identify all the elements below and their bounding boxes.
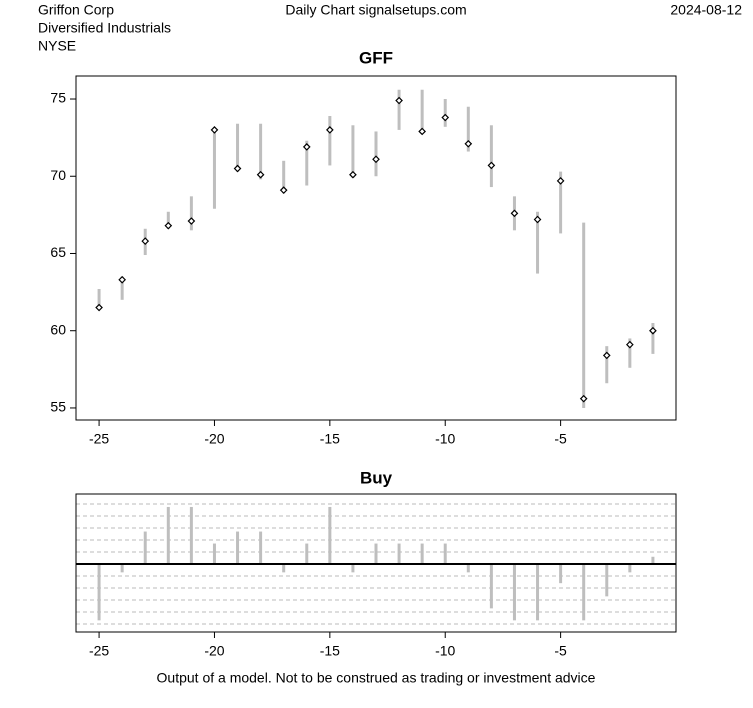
panel-title: GFF xyxy=(359,48,393,67)
y-tick-label: 70 xyxy=(50,167,66,183)
close-marker xyxy=(118,275,127,284)
x-tick-label: -5 xyxy=(554,431,567,447)
company: Griffon Corp xyxy=(38,2,114,18)
x-tick-label: -15 xyxy=(320,643,340,659)
close-marker xyxy=(510,209,519,218)
close-marker xyxy=(464,139,473,148)
close-marker xyxy=(325,126,334,134)
plot-frame xyxy=(75,75,677,421)
close-marker xyxy=(233,164,242,173)
close-marker xyxy=(210,126,219,134)
x-tick-label: -10 xyxy=(435,431,455,447)
close-marker xyxy=(487,161,496,170)
close-marker xyxy=(349,170,357,179)
disclaimer: Output of a model. Not to be construed a… xyxy=(157,670,596,686)
x-tick-label: -25 xyxy=(89,643,109,659)
close-marker xyxy=(441,113,450,122)
x-tick-label: -20 xyxy=(204,643,224,659)
close-marker xyxy=(556,177,565,185)
close-marker xyxy=(395,96,403,105)
y-tick-label: 75 xyxy=(50,90,66,106)
close-marker xyxy=(279,186,288,195)
close-marker xyxy=(625,340,634,349)
y-tick-label: 65 xyxy=(50,244,66,260)
source: Daily Chart signalsetups.com xyxy=(285,2,466,18)
panel-title: Buy xyxy=(360,468,393,487)
y-tick-label: 55 xyxy=(50,399,66,415)
close-marker xyxy=(579,394,588,403)
close-marker xyxy=(649,326,657,335)
close-marker xyxy=(141,237,150,245)
exchange: NYSE xyxy=(38,38,76,54)
close-marker xyxy=(256,170,265,179)
x-tick-label: -20 xyxy=(204,431,224,447)
close-marker xyxy=(95,303,103,312)
x-tick-label: -25 xyxy=(89,431,109,447)
close-marker xyxy=(418,127,427,136)
close-marker xyxy=(602,351,611,360)
x-tick-label: -10 xyxy=(435,643,455,659)
close-marker xyxy=(164,221,173,230)
y-tick-label: 60 xyxy=(50,321,66,337)
close-marker xyxy=(187,217,196,225)
x-tick-label: -5 xyxy=(554,643,567,659)
close-marker xyxy=(372,155,380,164)
close-marker xyxy=(533,215,542,224)
close-marker xyxy=(302,143,311,151)
plot-frame xyxy=(75,493,677,633)
sector: Diversified Industrials xyxy=(38,20,171,36)
x-tick-label: -15 xyxy=(320,431,340,447)
date: 2024-08-12 xyxy=(670,2,742,18)
